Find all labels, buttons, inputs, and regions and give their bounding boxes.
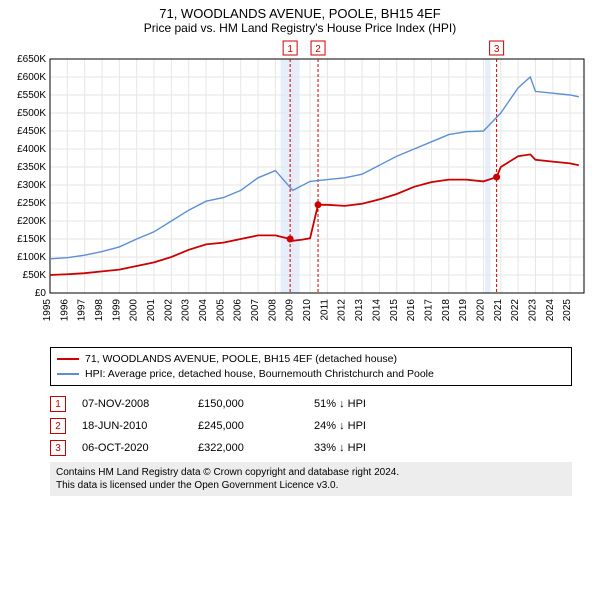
chart-svg: £0 £50K £100K £150K £200K £250K £300K £350K £400…: [8, 39, 592, 339]
svg-text:£350K: £350K: [17, 162, 46, 173]
svg-text:£300K: £300K: [17, 180, 46, 191]
legend-item: 71, WOODLANDS AVENUE, POOLE, BH15 4EF (d…: [57, 352, 565, 367]
legend-label: 71, WOODLANDS AVENUE, POOLE, BH15 4EF (d…: [85, 352, 397, 367]
svg-text:£400K: £400K: [17, 144, 46, 155]
attribution-box: Contains HM Land Registry data © Crown c…: [50, 462, 572, 496]
svg-text:2017: 2017: [423, 299, 434, 322]
legend-item: HPI: Average price, detached house, Bour…: [57, 367, 565, 382]
svg-text:2025: 2025: [562, 299, 573, 322]
legend-swatch: [57, 358, 79, 360]
svg-text:3: 3: [494, 44, 500, 55]
svg-text:£0: £0: [35, 288, 47, 299]
svg-text:2019: 2019: [458, 299, 469, 322]
event-delta: 33% ↓ HPI: [314, 442, 414, 454]
legend-label: HPI: Average price, detached house, Bour…: [85, 367, 434, 382]
svg-text:2021: 2021: [493, 299, 504, 322]
event-row: 3 06-OCT-2020 £322,000 33% ↓ HPI: [50, 440, 572, 456]
svg-text:2022: 2022: [510, 299, 521, 322]
event-date: 18-JUN-2010: [82, 420, 182, 432]
svg-text:2015: 2015: [389, 299, 400, 322]
svg-text:2: 2: [315, 44, 321, 55]
event-date: 06-OCT-2020: [82, 442, 182, 454]
svg-text:£650K: £650K: [17, 54, 46, 65]
svg-text:1995: 1995: [42, 299, 53, 322]
svg-text:2001: 2001: [146, 299, 157, 322]
svg-text:£250K: £250K: [17, 198, 46, 209]
event-price: £150,000: [198, 398, 298, 410]
event-row: 2 18-JUN-2010 £245,000 24% ↓ HPI: [50, 418, 572, 434]
svg-text:2023: 2023: [527, 299, 538, 322]
svg-text:1996: 1996: [59, 299, 70, 322]
svg-text:£550K: £550K: [17, 90, 46, 101]
event-marker: 2: [50, 418, 66, 434]
svg-text:2002: 2002: [163, 299, 174, 322]
svg-text:2011: 2011: [319, 299, 330, 321]
svg-text:1: 1: [287, 44, 293, 55]
svg-text:£600K: £600K: [17, 72, 46, 83]
svg-text:2024: 2024: [545, 299, 556, 322]
svg-text:£500K: £500K: [17, 108, 46, 119]
svg-text:2013: 2013: [354, 299, 365, 322]
svg-text:2016: 2016: [406, 299, 417, 322]
svg-text:2003: 2003: [181, 299, 192, 322]
svg-text:2010: 2010: [302, 299, 313, 322]
svg-text:1998: 1998: [94, 299, 105, 322]
event-date: 07-NOV-2008: [82, 398, 182, 410]
chart-subtitle: Price paid vs. HM Land Registry's House …: [8, 21, 592, 35]
svg-text:2007: 2007: [250, 299, 261, 322]
svg-text:2006: 2006: [233, 299, 244, 322]
svg-text:1997: 1997: [77, 299, 88, 322]
svg-text:2020: 2020: [475, 299, 486, 322]
events-table: 1 07-NOV-2008 £150,000 51% ↓ HPI 2 18-JUN-201…: [50, 396, 572, 456]
legend: 71, WOODLANDS AVENUE, POOLE, BH15 4EF (d…: [50, 347, 572, 386]
svg-text:1999: 1999: [111, 299, 122, 322]
event-delta: 51% ↓ HPI: [314, 398, 414, 410]
attribution-line2: This data is licensed under the Open Gov…: [56, 479, 566, 492]
svg-text:2014: 2014: [371, 299, 382, 322]
event-marker: 3: [50, 440, 66, 456]
legend-swatch: [57, 373, 79, 375]
svg-text:£450K: £450K: [17, 126, 46, 137]
svg-text:2005: 2005: [215, 299, 226, 322]
attribution-line1: Contains HM Land Registry data © Crown c…: [56, 466, 566, 479]
event-row: 1 07-NOV-2008 £150,000 51% ↓ HPI: [50, 396, 572, 412]
chart-title: 71, WOODLANDS AVENUE, POOLE, BH15 4EF: [8, 6, 592, 21]
svg-text:2008: 2008: [267, 299, 278, 322]
event-marker: 1: [50, 396, 66, 412]
svg-text:2004: 2004: [198, 299, 209, 322]
svg-text:2012: 2012: [337, 299, 348, 322]
event-delta: 24% ↓ HPI: [314, 420, 414, 432]
svg-text:2018: 2018: [441, 299, 452, 322]
chart-container: 71, WOODLANDS AVENUE, POOLE, BH15 4EF Pr…: [0, 0, 600, 502]
svg-text:£100K: £100K: [17, 252, 46, 263]
svg-text:2009: 2009: [285, 299, 296, 322]
chart-plot-area: £0 £50K £100K £150K £200K £250K £300K £350K £400…: [8, 39, 592, 339]
event-price: £322,000: [198, 442, 298, 454]
svg-text:£200K: £200K: [17, 216, 46, 227]
svg-text:2000: 2000: [129, 299, 140, 322]
event-price: £245,000: [198, 420, 298, 432]
svg-text:£150K: £150K: [17, 234, 46, 245]
svg-text:£50K: £50K: [23, 270, 47, 281]
